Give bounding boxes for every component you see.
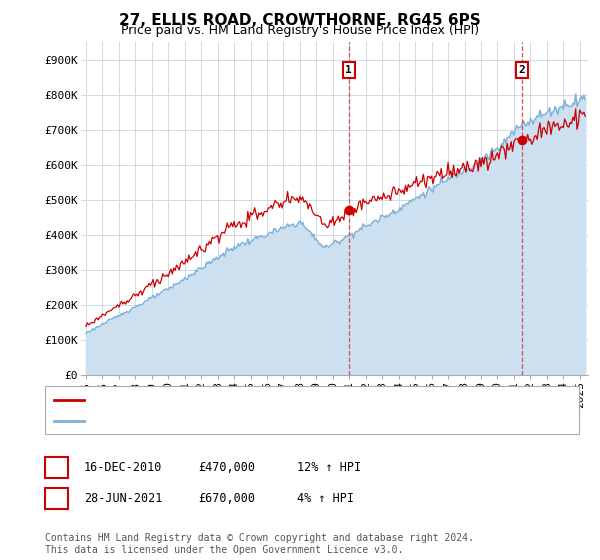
Text: 28-JUN-2021: 28-JUN-2021	[84, 492, 163, 505]
Text: 16-DEC-2010: 16-DEC-2010	[84, 461, 163, 474]
Text: 27, ELLIS ROAD, CROWTHORNE, RG45 6PS (detached house): 27, ELLIS ROAD, CROWTHORNE, RG45 6PS (de…	[90, 393, 467, 406]
Text: 1: 1	[53, 461, 60, 474]
Text: 1: 1	[345, 65, 352, 75]
Text: 4% ↑ HPI: 4% ↑ HPI	[297, 492, 354, 505]
Text: Price paid vs. HM Land Registry's House Price Index (HPI): Price paid vs. HM Land Registry's House …	[121, 24, 479, 37]
Text: £470,000: £470,000	[198, 461, 255, 474]
Text: 2: 2	[53, 492, 60, 505]
Text: HPI: Average price, detached house, Wokingham: HPI: Average price, detached house, Woki…	[90, 414, 410, 427]
Text: £670,000: £670,000	[198, 492, 255, 505]
Text: 12% ↑ HPI: 12% ↑ HPI	[297, 461, 361, 474]
Text: 27, ELLIS ROAD, CROWTHORNE, RG45 6PS: 27, ELLIS ROAD, CROWTHORNE, RG45 6PS	[119, 13, 481, 28]
Text: 2: 2	[518, 65, 526, 75]
Text: Contains HM Land Registry data © Crown copyright and database right 2024.
This d: Contains HM Land Registry data © Crown c…	[45, 533, 474, 555]
